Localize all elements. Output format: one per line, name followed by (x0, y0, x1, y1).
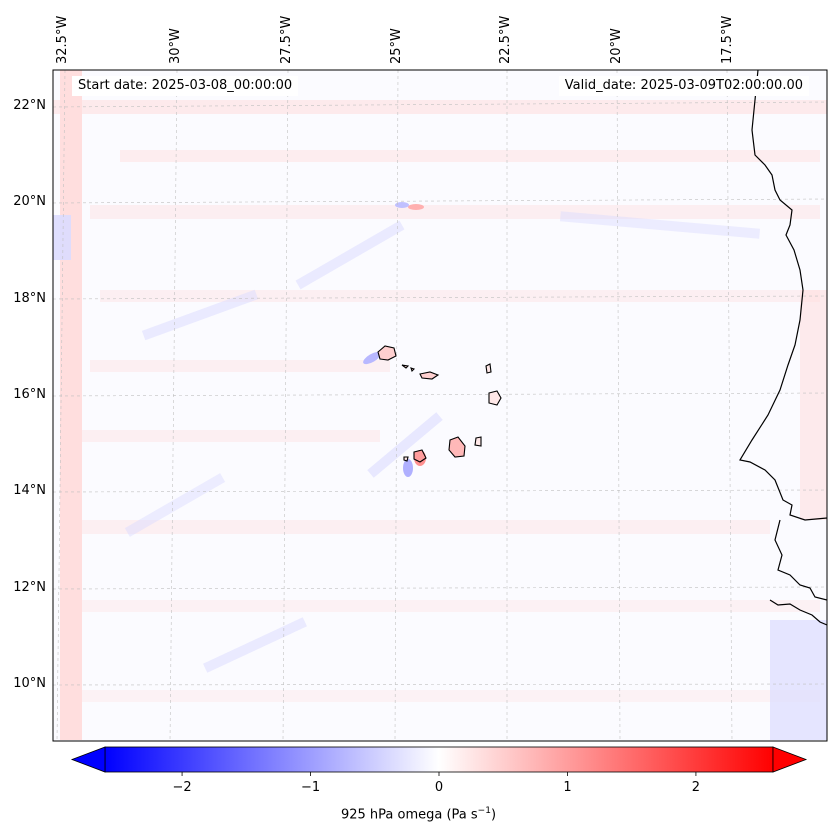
colorbar-gradient (104, 746, 774, 773)
longitude-label: 17.5°W (720, 15, 735, 64)
colorbar-tick-label: 2 (691, 780, 701, 795)
latitude-label: 22°N (13, 98, 46, 113)
longitude-label: 25°W (389, 28, 404, 64)
latitude-label: 16°N (13, 387, 46, 402)
graticule (52, 69, 828, 742)
longitude-label: 20°W (609, 28, 624, 64)
africa-coastline (739, 70, 827, 626)
colorbar (70, 746, 808, 776)
latitude-label: 18°N (13, 291, 46, 306)
map-frame (52, 69, 828, 742)
longitude-label: 27.5°W (279, 15, 294, 64)
colorbar-tick-label: 1 (563, 780, 572, 795)
map-background (53, 70, 827, 741)
latitude-label: 10°N (13, 676, 46, 691)
cape-verde-islands (377, 345, 502, 463)
colorbar-extend-high (772, 746, 808, 773)
start-date-label: Start date: 2025-03-08_00:00:00 (72, 76, 299, 96)
colorbar-extend-low (70, 746, 106, 773)
valid-date-label: Valid_date: 2025-03-09T02:00:00.00 (558, 76, 809, 96)
colorbar-tick-label: 0 (434, 780, 444, 795)
colorbar-tick-label: −1 (300, 780, 321, 795)
colorbar-label: 925 hPa omega (Pa s−1) (340, 806, 497, 823)
longitude-label: 30°W (168, 28, 183, 64)
latitude-label: 20°N (13, 194, 46, 209)
latitude-label: 12°N (13, 580, 46, 595)
latitude-label: 14°N (13, 483, 46, 498)
longitude-label: 32.5°W (55, 15, 70, 64)
colorbar-tick-label: −2 (172, 780, 192, 795)
longitude-label: 22.5°W (498, 15, 513, 64)
omega-field (53, 70, 827, 740)
